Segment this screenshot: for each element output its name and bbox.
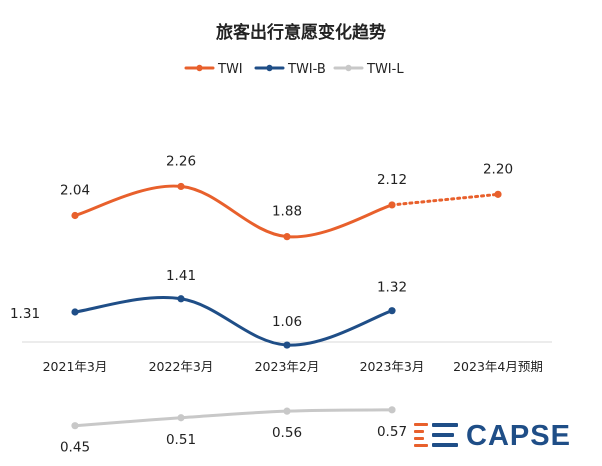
legend-label-twi-b: TWI-B (287, 62, 326, 77)
x-tick-label: 2023年2月 (255, 359, 320, 374)
data-point-twi-l (283, 407, 291, 415)
legend-marker-twi-b (266, 64, 273, 72)
series-line-twi (73, 184, 394, 239)
data-label-twi-b: 1.41 (166, 268, 196, 284)
x-tick-label: 2021年3月 (43, 359, 108, 374)
chart-title: 旅客出行意愿变化趋势 (216, 23, 386, 43)
legend: TWI TWI-B TWI-L (184, 62, 404, 77)
series-forecast-line-twi (390, 192, 500, 207)
x-tick-label: 2023年4月预期 (453, 359, 543, 374)
capse-logo-mark-icon (414, 423, 458, 447)
data-point-twi (71, 211, 79, 220)
data-label-twi-l: 0.51 (166, 432, 196, 448)
capse-logo: CAPSE (414, 418, 571, 454)
data-point-twi (283, 233, 291, 241)
data-label-twi: 2.04 (60, 183, 90, 199)
data-point-twi-l (71, 422, 79, 430)
series-line-twi-b (73, 296, 394, 347)
data-label-twi-l: 0.56 (272, 425, 302, 441)
series-layer (71, 182, 502, 430)
data-label-layer: 2.04 2.26 1.88 2.12 2.20 1.31 1.41 1.06 1.32 0.45… (10, 153, 513, 455)
data-point-twi (494, 190, 502, 198)
series-line-twi-l (73, 408, 394, 428)
x-tick-label: 2023年3月 (360, 359, 425, 374)
data-point-twi (388, 201, 396, 209)
data-label-twi: 2.26 (166, 153, 196, 169)
legend-label-twi: TWI (217, 62, 243, 77)
legend-marker-twi (196, 64, 203, 72)
data-point-twi-l (177, 414, 185, 422)
data-point-twi-b (71, 308, 79, 316)
data-point-twi-b (177, 295, 185, 303)
data-label-twi: 2.12 (377, 172, 407, 188)
brand-name: CAPSE (466, 419, 571, 452)
data-label-twi: 1.88 (272, 204, 302, 220)
data-label-twi-b: 1.32 (377, 280, 407, 296)
data-label-twi-b: 1.06 (272, 314, 302, 330)
data-label-twi-l: 0.57 (377, 424, 407, 440)
x-tick-layer: 2021年3月 2022年3月 2023年2月 2023年3月 2023年4月预期 (43, 359, 543, 374)
data-point-twi-l (388, 406, 396, 414)
x-tick-label: 2022年3月 (149, 359, 214, 374)
legend-label-twi-l: TWI-L (366, 62, 404, 77)
data-label-twi: 2.20 (483, 161, 513, 177)
data-point-twi-b (388, 307, 396, 315)
data-point-twi-b (283, 341, 291, 349)
data-label-twi-l: 0.45 (60, 440, 90, 456)
data-label-twi-b: 1.31 (10, 306, 40, 322)
legend-marker-twi-l (345, 64, 352, 72)
data-point-twi (177, 182, 185, 191)
